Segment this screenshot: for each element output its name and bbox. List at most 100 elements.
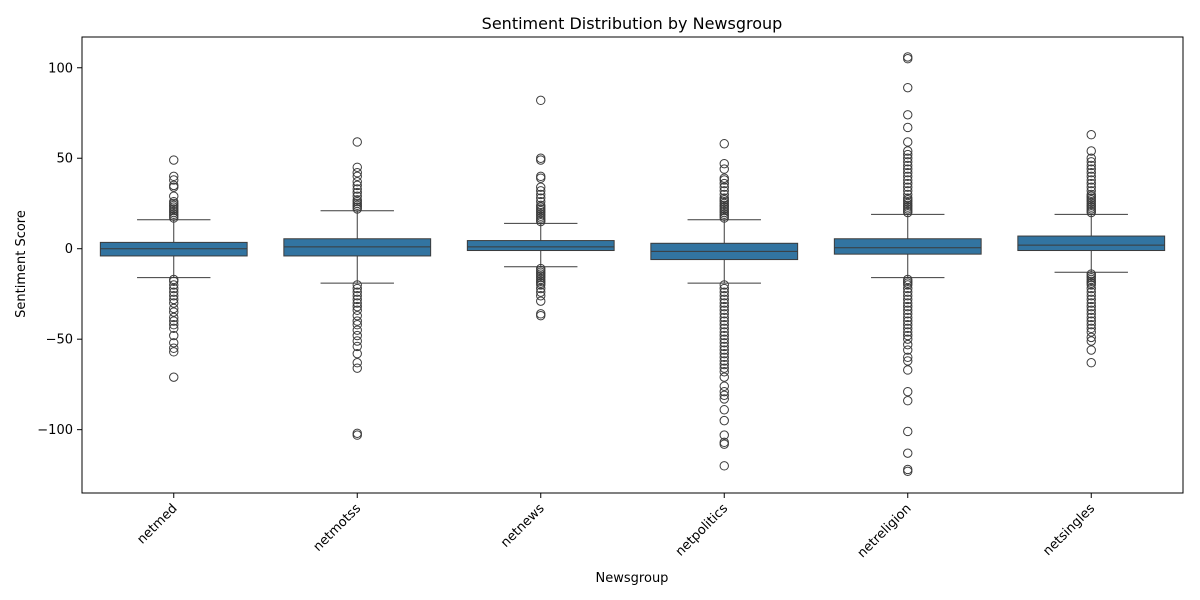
outlier-point <box>719 164 729 174</box>
outlier-point <box>719 320 729 330</box>
outlier-point <box>719 390 729 400</box>
outlier-point <box>536 186 546 196</box>
outlier-point <box>903 186 913 196</box>
outlier-point <box>169 283 179 294</box>
chart-title: Sentiment Distribution by Newsgroup <box>482 14 783 33</box>
outlier-point <box>1086 294 1096 305</box>
outlier-point <box>903 157 913 167</box>
box-iqr <box>1017 235 1166 252</box>
outlier-point <box>352 184 362 194</box>
outlier-point <box>903 426 913 437</box>
outlier-point <box>719 356 729 366</box>
outlier-point <box>903 298 913 308</box>
outlier-point <box>719 182 729 192</box>
outlier-point <box>169 155 179 165</box>
outlier-point <box>169 191 179 201</box>
outlier-point <box>352 363 362 373</box>
outlier-point <box>903 280 913 290</box>
y-tick-label: 50 <box>56 152 73 167</box>
outlier-point <box>719 386 729 397</box>
outlier-point <box>352 301 362 312</box>
outlier-point <box>169 287 179 297</box>
x-tick-label-netsingles: netsingles <box>1040 501 1098 559</box>
outlier-point <box>352 336 362 346</box>
outlier-point <box>536 280 546 290</box>
outlier-point <box>719 341 729 352</box>
outlier-point <box>903 54 913 64</box>
outlier-point <box>1086 336 1096 346</box>
outlier-point <box>1086 309 1096 319</box>
outlier-point <box>169 347 179 357</box>
outlier-point <box>903 316 913 326</box>
y-tick-label: −50 <box>46 333 73 348</box>
outlier-point <box>352 298 362 308</box>
outlier-point <box>903 287 913 297</box>
outlier-point <box>536 182 546 192</box>
outlier-point <box>903 301 913 312</box>
box-group-netnews <box>466 95 615 321</box>
outlier-point <box>169 316 179 326</box>
outlier-point <box>903 146 913 156</box>
x-tick-label-netnews: netnews <box>498 501 548 551</box>
outlier-point <box>903 466 913 476</box>
outlier-point <box>536 95 546 106</box>
outlier-point <box>903 82 913 93</box>
box-group-netsingles <box>1017 130 1166 368</box>
outlier-point <box>719 291 729 301</box>
outlier-point <box>903 448 913 458</box>
outlier-point <box>719 381 729 391</box>
outlier-point <box>903 365 913 375</box>
outlier-point <box>719 287 729 297</box>
outlier-point <box>903 352 913 362</box>
outlier-point <box>1086 358 1096 368</box>
outlier-point <box>719 327 729 337</box>
outlier-point <box>903 283 913 294</box>
outlier-point <box>352 187 362 198</box>
outlier-point <box>1086 189 1096 200</box>
outlier-point <box>536 189 546 200</box>
outlier-point <box>169 175 179 185</box>
outlier-point <box>903 149 913 160</box>
outlier-point <box>352 320 362 330</box>
outlier-point <box>719 186 729 196</box>
outlier-point <box>719 178 729 189</box>
outlier-point <box>903 171 913 182</box>
outlier-point <box>1086 130 1096 140</box>
outlier-point <box>903 312 913 323</box>
outlier-point <box>719 294 729 305</box>
outlier-point <box>1086 298 1096 308</box>
outlier-point <box>719 305 729 315</box>
outlier-point <box>1086 280 1096 290</box>
outlier-point <box>169 372 179 382</box>
outlier-point <box>719 405 729 415</box>
outlier-point <box>169 298 179 308</box>
x-tick-label-netmed: netmed <box>134 501 180 547</box>
outlier-point <box>352 291 362 301</box>
outlier-point <box>903 52 913 62</box>
outlier-point <box>719 338 729 348</box>
outlier-point <box>352 280 362 290</box>
outlier-point <box>352 195 362 205</box>
x-tick-label-netpolitics: netpolitics <box>673 501 731 559</box>
outlier-point <box>719 298 729 308</box>
outlier-point <box>903 122 913 133</box>
outlier-point <box>352 168 362 178</box>
outlier-point <box>719 363 729 373</box>
outlier-point <box>1086 345 1096 355</box>
outlier-point <box>903 309 913 319</box>
outlier-point <box>1086 327 1096 337</box>
outlier-point <box>903 327 913 337</box>
outlier-point <box>903 305 913 315</box>
outlier-point <box>719 334 729 344</box>
outlier-point <box>1086 316 1096 326</box>
outlier-point <box>536 296 546 306</box>
outlier-point <box>903 160 913 171</box>
outlier-point <box>1086 186 1096 196</box>
outlier-point <box>903 334 913 344</box>
box-group-netreligion <box>833 52 982 476</box>
outlier-point <box>903 291 913 301</box>
outlier-point <box>352 137 362 147</box>
outlier-point <box>903 320 913 330</box>
outlier-point <box>352 428 362 438</box>
